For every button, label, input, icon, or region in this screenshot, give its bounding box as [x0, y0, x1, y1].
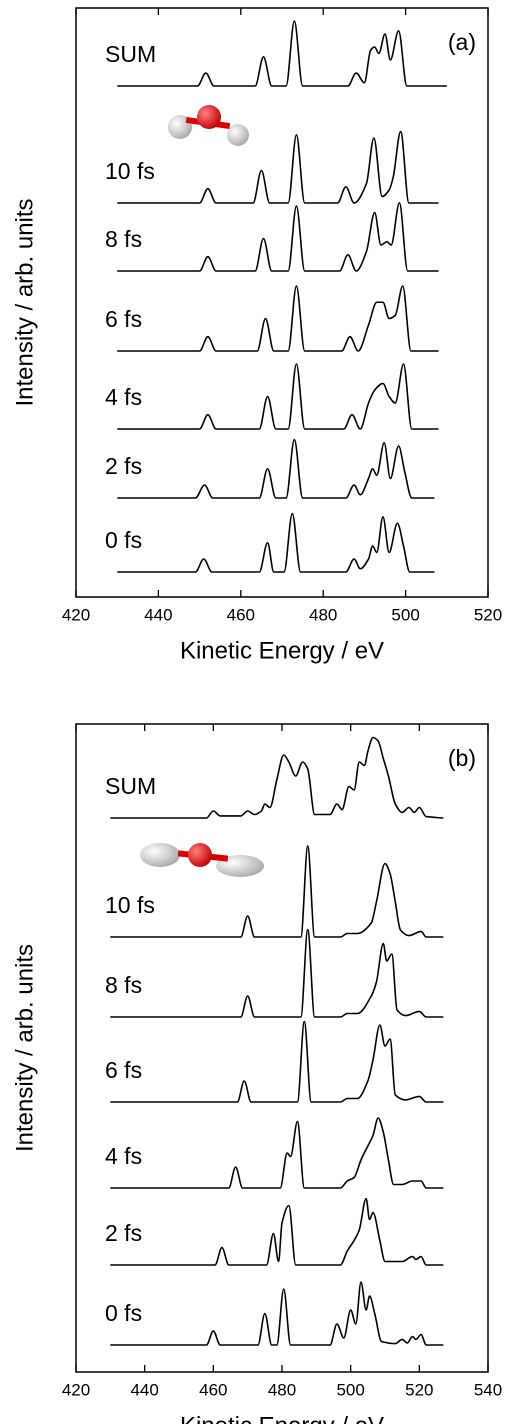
series-label: 2 fs — [105, 453, 142, 479]
x-tick-label: 480 — [268, 1380, 296, 1399]
spectrum-line — [110, 845, 444, 938]
spectrum-line — [110, 1020, 444, 1103]
spectrum-line — [117, 130, 439, 204]
plot-frame — [75, 7, 489, 598]
x-tick-label: 520 — [405, 1380, 433, 1399]
plot-frame — [75, 723, 489, 1373]
x-tick-label: 480 — [309, 605, 337, 624]
spectrum-line — [117, 363, 439, 430]
spectrum-line — [110, 1117, 444, 1189]
series-label: 2 fs — [105, 1220, 142, 1246]
x-tick-label: 520 — [474, 605, 502, 624]
spectrum-line — [110, 1281, 444, 1346]
series-label: 6 fs — [105, 1057, 142, 1083]
x-tick-label: 500 — [391, 605, 419, 624]
series-label: 0 fs — [105, 1300, 142, 1326]
series-label: 10 fs — [105, 158, 155, 184]
spectrum-line — [110, 736, 444, 819]
series-label: 4 fs — [105, 384, 142, 410]
series-label: 4 fs — [105, 1143, 142, 1169]
panel-label: (a) — [448, 29, 476, 55]
series-label: 8 fs — [105, 972, 142, 998]
spectrum-line — [117, 285, 439, 352]
molecule-icon — [168, 105, 249, 146]
x-tick-label: 420 — [62, 605, 90, 624]
series-label: 6 fs — [105, 306, 142, 332]
x-tick-label: 540 — [474, 1380, 502, 1399]
series-label: SUM — [105, 41, 156, 67]
y-axis-label: Intensity / arb. units — [11, 198, 38, 406]
x-axis-label: Kinetic Energy / eV — [180, 1412, 384, 1424]
x-tick-label: 460 — [199, 1380, 227, 1399]
panel-label: (b) — [448, 745, 476, 771]
molecule-icon — [140, 843, 264, 877]
x-tick-label: 420 — [62, 1380, 90, 1399]
spectrum-line — [117, 201, 439, 272]
spectrum-line — [110, 1197, 444, 1266]
spectrum-line — [110, 928, 444, 1018]
series-label: SUM — [105, 773, 156, 799]
spectrum-line — [117, 438, 435, 499]
x-tick-label: 460 — [227, 605, 255, 624]
y-axis-label: Intensity / arb. units — [11, 944, 38, 1152]
spectrum-line — [117, 512, 435, 573]
series-label: 8 fs — [105, 226, 142, 252]
series-label: 0 fs — [105, 527, 142, 553]
x-tick-label: 440 — [130, 1380, 158, 1399]
spectrum-line — [117, 20, 447, 87]
x-axis-label: Kinetic Energy / eV — [180, 637, 384, 664]
series-label: 10 fs — [105, 892, 155, 918]
x-tick-label: 500 — [336, 1380, 364, 1399]
x-tick-label: 440 — [144, 605, 172, 624]
